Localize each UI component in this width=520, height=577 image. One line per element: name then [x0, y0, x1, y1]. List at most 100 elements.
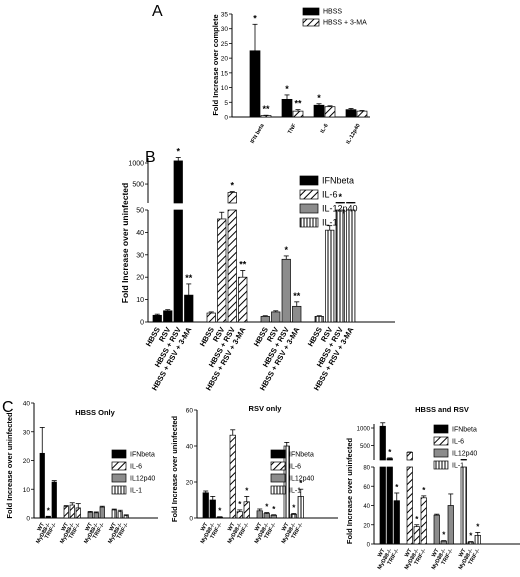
legend-swatch: [111, 485, 127, 495]
bar-upper: [406, 451, 413, 461]
significance-marker: *: [230, 181, 234, 191]
chart-c-hbss-and-rsv: 0 20 40 60 80 500 1000 HBSS and RSV Fold Increas…: [345, 405, 520, 571]
y-tick-label: 0: [224, 115, 228, 122]
panel-letter-b: B: [145, 149, 156, 166]
bar: [39, 452, 45, 519]
legend-swatch: [433, 460, 449, 470]
x-tick-label: WT: [281, 521, 291, 532]
legend-label: IL-1: [322, 218, 338, 228]
bar: [75, 507, 81, 519]
x-tick-label: WT: [227, 521, 237, 532]
significance-marker: **: [294, 99, 302, 109]
bar: [297, 496, 304, 519]
bar-lower: [460, 466, 467, 545]
legend-swatch: [270, 461, 286, 471]
x-tick-label: WT: [37, 521, 47, 532]
bar-lower: [386, 466, 393, 545]
y-tick-label: 500: [132, 182, 144, 189]
bar: [271, 311, 281, 323]
y-axis-label: Fold Increase over uninfected: [345, 437, 354, 544]
bar: [325, 229, 335, 323]
legend-swatch: [302, 18, 320, 27]
x-tick-label: WT: [109, 521, 119, 532]
legend-label: IL-6: [130, 464, 142, 471]
bar: [238, 276, 248, 323]
x-tick-label: WT: [85, 521, 95, 532]
panel-letter-a: A: [152, 3, 163, 20]
legend-label: IL-1: [289, 488, 301, 495]
legend-label: IL12p40: [452, 451, 477, 458]
legend-label: HBSS + 3-MA: [323, 20, 367, 27]
bar-upper: [227, 192, 237, 204]
bar: [356, 110, 368, 118]
bar: [184, 294, 194, 323]
chart-c-rsv-only: 0 20 40 60 RSV only Fold Increase over uninfe…: [170, 404, 338, 545]
significance-marker: **: [293, 291, 301, 301]
bar-upper: [173, 160, 183, 204]
significance-marker: *: [299, 479, 303, 488]
bar: [292, 305, 302, 323]
bar: [249, 50, 261, 118]
bar: [260, 115, 272, 118]
bar: [345, 109, 357, 118]
legend-swatch: [433, 436, 449, 446]
y-axis-label: Fold Increase over uninfected: [170, 415, 179, 522]
bar: [433, 514, 440, 545]
legend-swatch: [299, 203, 319, 214]
y-tick-label: 30: [23, 429, 31, 436]
bar: [281, 98, 293, 118]
bar: [263, 513, 270, 519]
legend-label: IL-6: [452, 439, 464, 446]
x-tick-label: IL-12p40: [345, 123, 361, 145]
significance-marker: *: [292, 504, 296, 513]
significance-marker: *: [238, 500, 242, 509]
bar: [51, 481, 57, 519]
y-tick-label: 20: [221, 56, 229, 63]
significance-marker: *: [285, 84, 289, 94]
y-tick-label: 40: [136, 230, 144, 237]
bar: [111, 509, 117, 519]
significance-marker: *: [442, 531, 446, 540]
significance-marker: *: [415, 515, 419, 524]
bar-lower: [335, 209, 345, 323]
x-tick-label: WT: [377, 547, 387, 558]
bar: [447, 505, 454, 545]
legend-swatch: [270, 449, 286, 459]
bar: [313, 104, 325, 118]
bar: [243, 501, 250, 519]
bar: [93, 512, 99, 519]
x-tick-label: WT: [404, 547, 414, 558]
significance-marker: *: [476, 522, 480, 531]
y-tick-label: 20: [136, 275, 144, 282]
bar: [314, 316, 324, 323]
y-tick-label: 40: [186, 444, 194, 451]
significance-marker: **: [185, 273, 193, 283]
legend-label: IL-6: [322, 190, 338, 200]
y-tick-label: 60: [186, 408, 194, 415]
significance-marker: *: [284, 245, 288, 255]
bar: [292, 110, 304, 118]
significance-marker: *: [388, 448, 392, 457]
legend-label: IL-1: [452, 463, 464, 470]
bar: [420, 497, 427, 545]
bar: [163, 310, 173, 323]
bar: [324, 106, 336, 118]
significance-marker: *: [253, 13, 257, 23]
legend-swatch: [111, 473, 127, 483]
y-tick-label: 80: [363, 466, 370, 472]
y-tick-label: 0: [26, 516, 30, 523]
bar: [216, 516, 223, 519]
y-tick-label: 20: [363, 523, 370, 529]
x-tick-label: WT: [61, 521, 71, 532]
bar: [87, 511, 93, 519]
y-axis-label: Fold Increase over uninfected: [5, 412, 14, 519]
bar: [256, 510, 263, 519]
y-tick-label: 40: [23, 401, 31, 408]
bar: [440, 540, 447, 545]
legend-label: IL12p40: [130, 476, 155, 483]
bar: [63, 506, 69, 519]
significance-marker: *: [317, 93, 321, 103]
legend-label: HBSS: [323, 9, 342, 16]
